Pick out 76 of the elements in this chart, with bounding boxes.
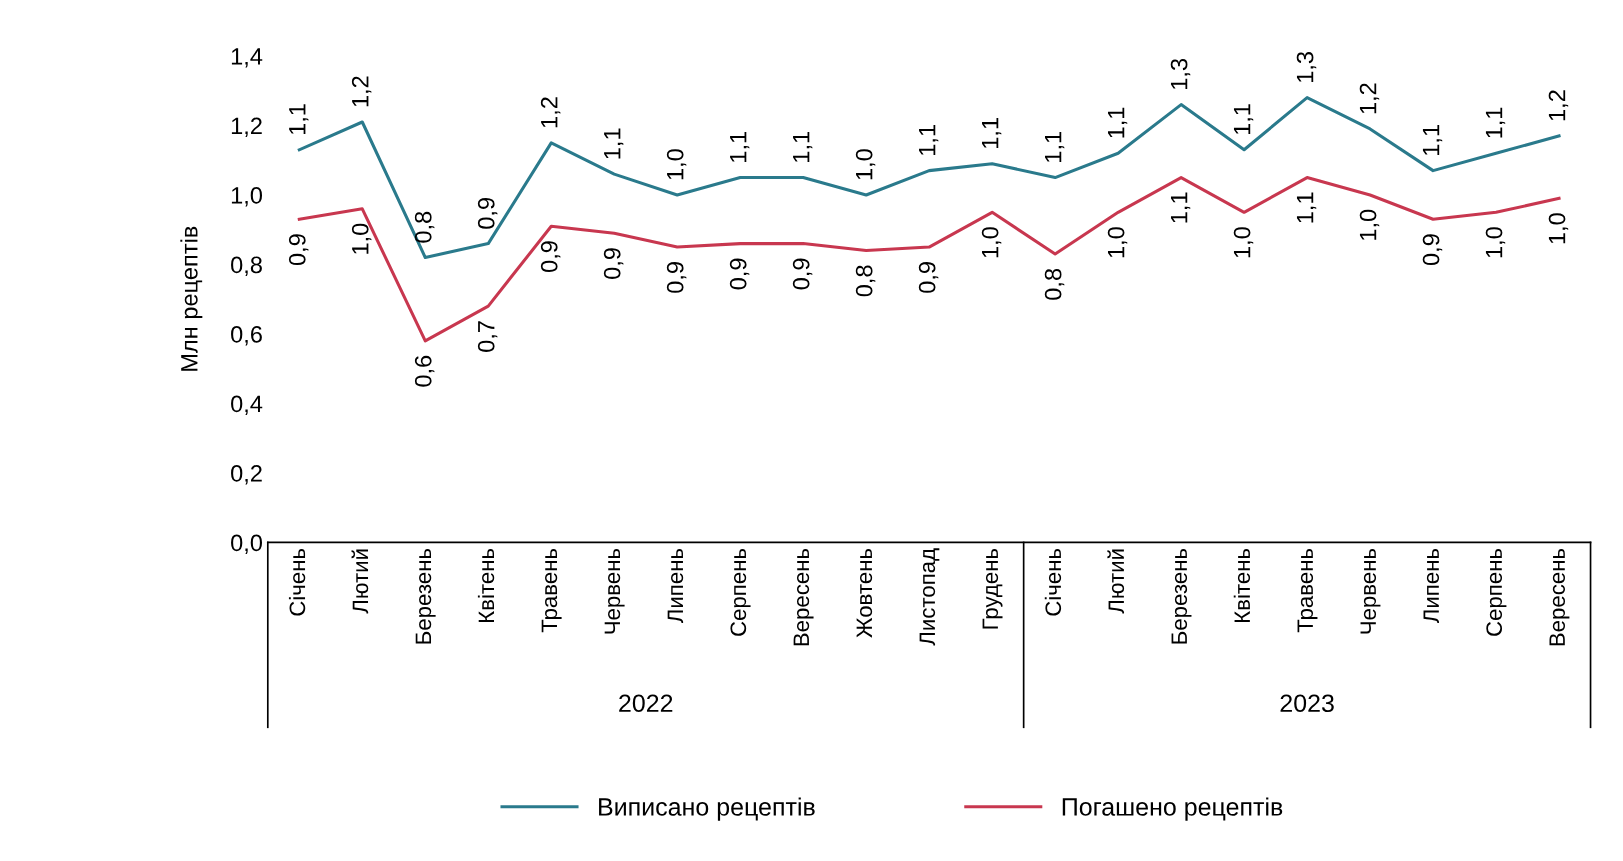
data-label: 1,1 [982, 118, 1002, 148]
y-tick-label: 1,2 [231, 117, 262, 138]
data-label: 1,0 [666, 149, 687, 180]
x-tick-label: Лютий [351, 549, 369, 614]
x-tick-label: Травень [1297, 548, 1318, 633]
data-label: 1,0 [1485, 227, 1506, 258]
text: 2022 [619, 694, 673, 713]
x-tick-label: Жовтень [856, 548, 873, 638]
data-label: 1,1 [1296, 192, 1317, 223]
data-label: 1,0 [1548, 213, 1569, 244]
x-tick-label: Квітень [1233, 548, 1251, 622]
x-tick-label: Серпень [1486, 548, 1507, 636]
data-label: 0,8 [855, 265, 876, 297]
data-label: 1,1 [1045, 132, 1065, 162]
y-tick-label: 0,8 [231, 256, 262, 277]
data-label: 1,0 [1107, 227, 1128, 258]
x-tick-label: Липень [667, 548, 684, 624]
y-tick-label: 0,0 [231, 534, 263, 555]
data-label: 1,0 [855, 149, 876, 180]
x-tick-label: Січень [1044, 548, 1062, 616]
data-label: 0,9 [792, 258, 813, 290]
data-label: 1,1 [1233, 104, 1254, 135]
data-label: 1,0 [351, 223, 372, 254]
legend-label: Виписано рецептів [599, 797, 815, 821]
x-tick-label: Грудень [982, 548, 1003, 629]
data-label: 1,1 [289, 104, 309, 135]
x-tick-label: Березень [415, 548, 436, 644]
x-tick-label: Вересень [1549, 548, 1570, 646]
x-tick-label: Серпень [730, 548, 751, 636]
data-label: 1,1 [1485, 107, 1506, 138]
y-tick-label: 0,2 [231, 465, 262, 485]
data-label: 0,8 [1044, 268, 1065, 300]
data-label: 0,9 [540, 241, 561, 273]
y-tick-label: 0,6 [231, 326, 262, 346]
data-label: 1,1 [1422, 125, 1443, 155]
x-tick-label: Червень [604, 548, 625, 634]
data-label: 1,1 [730, 132, 750, 162]
data-label: 0,9 [1422, 234, 1443, 266]
data-label: 1,0 [1359, 209, 1380, 240]
x-tick-label: Квітень [477, 548, 495, 622]
x-tick-label: Листопад [919, 548, 940, 646]
x-tick-label: Вересень [793, 548, 814, 646]
y-tick-label: 0,4 [231, 395, 263, 416]
data-label: 0,8 [414, 211, 435, 243]
data-label: 1,1 [1107, 107, 1128, 138]
x-tick-label: Лютий [1107, 549, 1125, 614]
data-label: 1,1 [919, 125, 939, 155]
x-tick-label: Січень [288, 548, 306, 616]
data-label: 1,3 [1170, 58, 1191, 89]
y-tick-label: 1,0 [231, 187, 263, 207]
data-label: 0,6 [414, 355, 435, 387]
x-tick-label: Червень [1360, 548, 1381, 634]
x-tick-label: Травень [541, 548, 562, 633]
legend-label: Погашено рецептів [1062, 797, 1283, 821]
data-label: 1,3 [1296, 51, 1317, 82]
text: 2023 [1280, 694, 1334, 713]
y-tick-label: 1,4 [231, 48, 263, 68]
data-label: 1,2 [351, 76, 372, 107]
data-label: 1,1 [793, 132, 813, 162]
data-label: 1,2 [1548, 90, 1569, 121]
data-label: 1,1 [604, 128, 624, 159]
data-label: 0,9 [666, 262, 687, 293]
data-label: 0,9 [288, 234, 309, 266]
x-tick-label: Березень [1171, 548, 1192, 644]
data-label: 0,9 [603, 248, 624, 279]
y-axis-title: Млн рецептів [180, 226, 203, 371]
data-label: 0,9 [918, 262, 939, 293]
data-label: 1,2 [1359, 83, 1380, 114]
data-label: 1,1 [1170, 192, 1191, 223]
data-label: 1,2 [540, 97, 561, 128]
data-label: 0,7 [477, 321, 498, 352]
data-label: 0,9 [477, 198, 498, 229]
x-tick-label: Липень [1423, 548, 1440, 624]
data-label: 1,0 [1233, 227, 1254, 258]
data-label: 0,9 [729, 258, 750, 290]
data-label: 1,0 [981, 227, 1002, 258]
